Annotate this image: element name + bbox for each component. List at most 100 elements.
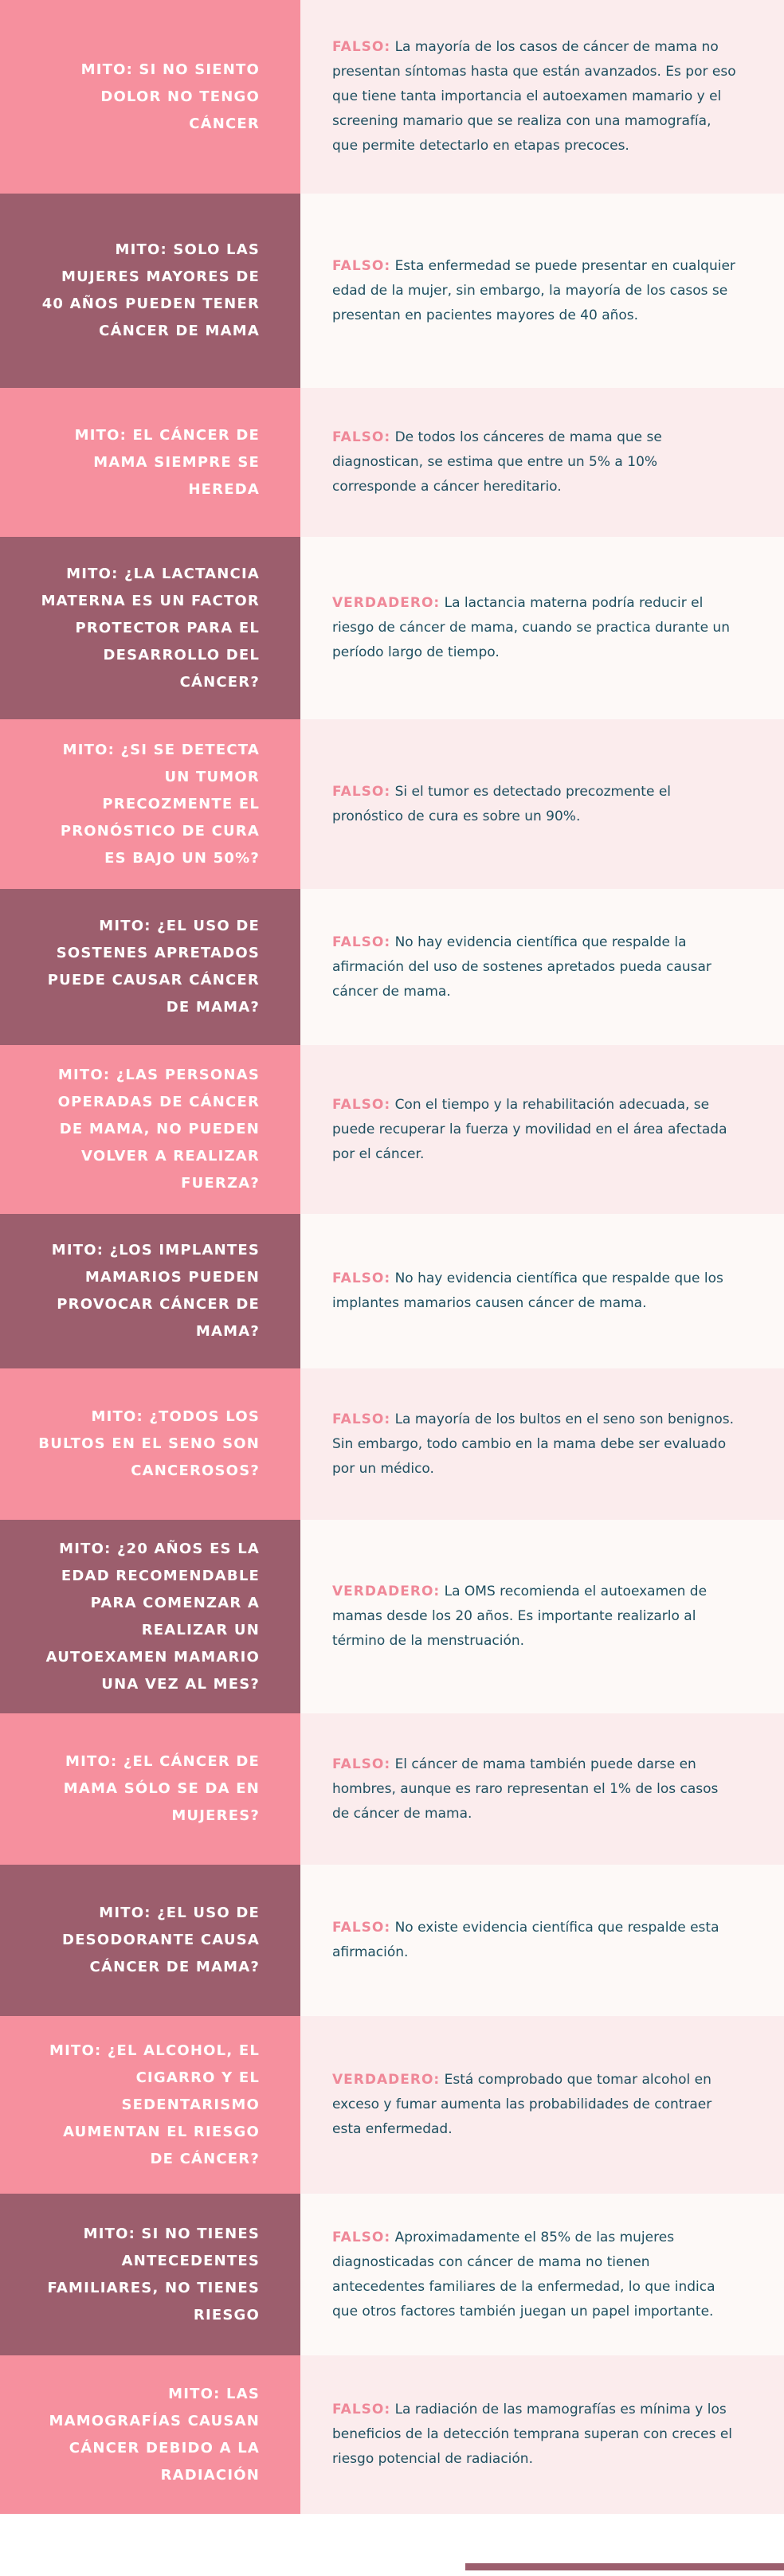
myth-row: MITO: ¿EL ALCOHOL, EL CIGARRO Y EL SEDEN… — [0, 2016, 784, 2194]
answer-label: FALSO: — [332, 1920, 391, 1936]
answer-paragraph: FALSO: No existe evidencia científica qu… — [332, 1916, 736, 1965]
answer-paragraph: FALSO: Esta enfermedad se puede presenta… — [332, 254, 736, 328]
answer-paragraph: FALSO: El cáncer de mama también puede d… — [332, 1752, 736, 1826]
answer-cell: FALSO: La mayoría de los casos de cáncer… — [300, 0, 784, 194]
answer-paragraph: FALSO: Si el tumor es detectado precozme… — [332, 780, 736, 829]
myth-cell: MITO: ¿LAS PERSONAS OPERADAS DE CÁNCER D… — [0, 1045, 300, 1214]
answer-text: Está comprobado que tomar alcohol en exc… — [332, 2072, 712, 2137]
myth-cell: MITO: ¿LA LACTANCIA MATERNA ES UN FACTOR… — [0, 537, 300, 719]
answer-label: VERDADERO: — [332, 2072, 441, 2088]
myth-text: MITO: EL CÁNCER DE MAMA SIEMPRE SE HERED… — [74, 426, 260, 498]
answer-text: El cáncer de mama también puede darse en… — [332, 1756, 719, 1822]
answer-paragraph: VERDADERO: La lactancia materna podría r… — [332, 591, 736, 665]
answer-cell: FALSO: La radiación de las mamografías e… — [300, 2355, 784, 2514]
myth-text: MITO: LAS MAMOGRAFÍAS CAUSAN CÁNCER DEBI… — [49, 2385, 260, 2484]
myth-row: MITO: LAS MAMOGRAFÍAS CAUSAN CÁNCER DEBI… — [0, 2355, 784, 2514]
answer-cell: FALSO: De todos los cánceres de mama que… — [300, 388, 784, 537]
myth-row: MITO: ¿LAS PERSONAS OPERADAS DE CÁNCER D… — [0, 1045, 784, 1214]
myth-cell: MITO: LAS MAMOGRAFÍAS CAUSAN CÁNCER DEBI… — [0, 2355, 300, 2514]
myth-cell: MITO: ¿EL USO DE SOSTENES APRETADOS PUED… — [0, 889, 300, 1045]
answer-cell: FALSO: No hay evidencia científica que r… — [300, 1214, 784, 1368]
answer-cell: FALSO: Aproximadamente el 85% de las muj… — [300, 2194, 784, 2355]
answer-cell: FALSO: No existe evidencia científica qu… — [300, 1865, 784, 2016]
answer-paragraph: FALSO: La mayoría de los casos de cáncer… — [332, 35, 736, 159]
answer-text: Esta enfermedad se puede presentar en cu… — [332, 257, 735, 323]
myth-row: MITO: SI NO SIENTO DOLOR NO TENGO CÁNCER… — [0, 0, 784, 194]
answer-paragraph: FALSO: La radiación de las mamografías e… — [332, 2398, 736, 2472]
answer-label: FALSO: — [332, 39, 391, 55]
myth-cell: MITO: ¿EL USO DE DESODORANTE CAUSA CÁNCE… — [0, 1865, 300, 2016]
answer-label: FALSO: — [332, 934, 391, 950]
myth-row: MITO: EL CÁNCER DE MAMA SIEMPRE SE HERED… — [0, 388, 784, 537]
myth-text: MITO: ¿EL CÁNCER DE MAMA SÓLO SE DA EN M… — [63, 1753, 260, 1824]
myth-text: MITO: SI NO SIENTO DOLOR NO TENGO CÁNCER — [80, 61, 260, 132]
answer-text: No hay evidencia científica que respalde… — [332, 1270, 723, 1311]
myth-text: MITO: ¿EL USO DE SOSTENES APRETADOS PUED… — [47, 918, 260, 1016]
answer-paragraph: FALSO: No hay evidencia científica que r… — [332, 930, 736, 1004]
myth-cell: MITO: SI NO SIENTO DOLOR NO TENGO CÁNCER — [0, 0, 300, 194]
myth-cell: MITO: SI NO TIENES ANTECEDENTES FAMILIAR… — [0, 2194, 300, 2355]
answer-paragraph: VERDADERO: La OMS recomienda el autoexam… — [332, 1580, 736, 1654]
myth-row: MITO: ¿LA LACTANCIA MATERNA ES UN FACTOR… — [0, 537, 784, 719]
myth-cell: MITO: ¿TODOS LOS BULTOS EN EL SENO SON C… — [0, 1368, 300, 1520]
myth-cell: MITO: ¿EL ALCOHOL, EL CIGARRO Y EL SEDEN… — [0, 2016, 300, 2194]
myth-row: MITO: ¿LOS IMPLANTES MAMARIOS PUEDEN PRO… — [0, 1214, 784, 1368]
answer-text: Aproximadamente el 85% de las mujeres di… — [332, 2229, 715, 2320]
myth-text: MITO: ¿EL USO DE DESODORANTE CAUSA CÁNCE… — [62, 1905, 260, 1975]
answer-text: No existe evidencia científica que respa… — [332, 1920, 719, 1960]
answer-cell: FALSO: No hay evidencia científica que r… — [300, 889, 784, 1045]
myth-cell: MITO: ¿EL CÁNCER DE MAMA SÓLO SE DA EN M… — [0, 1713, 300, 1865]
myth-cell: MITO: SOLO LAS MUJERES MAYORES DE 40 AÑO… — [0, 194, 300, 388]
answer-label: FALSO: — [332, 783, 391, 800]
myth-row: MITO: SOLO LAS MUJERES MAYORES DE 40 AÑO… — [0, 194, 784, 388]
answer-cell: FALSO: Si el tumor es detectado precozme… — [300, 719, 784, 889]
myth-list: MITO: SI NO SIENTO DOLOR NO TENGO CÁNCER… — [0, 0, 784, 2514]
answer-paragraph: FALSO: Aproximadamente el 85% de las muj… — [332, 2226, 736, 2324]
answer-paragraph: VERDADERO: Está comprobado que tomar alc… — [332, 2068, 736, 2142]
myth-text: MITO: ¿TODOS LOS BULTOS EN EL SENO SON C… — [38, 1408, 260, 1479]
answer-label: FALSO: — [332, 2402, 391, 2417]
answer-label: FALSO: — [332, 2229, 391, 2245]
myth-text: MITO: ¿LOS IMPLANTES MAMARIOS PUEDEN PRO… — [51, 1242, 260, 1340]
myth-text: MITO: ¿EL ALCOHOL, EL CIGARRO Y EL SEDEN… — [49, 2042, 260, 2167]
answer-cell: VERDADERO: La OMS recomienda el autoexam… — [300, 1520, 784, 1713]
answer-paragraph: FALSO: No hay evidencia científica que r… — [332, 1266, 736, 1316]
myth-row: MITO: ¿SI SE DETECTA UN TUMOR PRECOZMENT… — [0, 719, 784, 889]
myth-text: MITO: ¿20 AÑOS ES LA EDAD RECOMENDABLE P… — [45, 1540, 260, 1693]
answer-label: FALSO: — [332, 1096, 391, 1113]
answer-text: La OMS recomienda el autoexamen de mamas… — [332, 1584, 708, 1649]
answer-label: FALSO: — [332, 429, 391, 445]
answer-cell: VERDADERO: Está comprobado que tomar alc… — [300, 2016, 784, 2194]
answer-text: La mayoría de los casos de cáncer de mam… — [332, 39, 736, 154]
answer-cell: VERDADERO: La lactancia materna podría r… — [300, 537, 784, 719]
answer-text: Si el tumor es detectado precozmente el … — [332, 783, 672, 824]
answer-cell: FALSO: La mayoría de los bultos en el se… — [300, 1368, 784, 1520]
answer-paragraph: FALSO: La mayoría de los bultos en el se… — [332, 1407, 736, 1482]
answer-cell: FALSO: Con el tiempo y la rehabilitación… — [300, 1045, 784, 1214]
bottom-bar — [465, 2563, 784, 2570]
myth-row: MITO: ¿EL USO DE DESODORANTE CAUSA CÁNCE… — [0, 1865, 784, 2016]
answer-label: FALSO: — [332, 1270, 391, 1286]
myth-row: MITO: ¿TODOS LOS BULTOS EN EL SENO SON C… — [0, 1368, 784, 1520]
myth-text: MITO: ¿LA LACTANCIA MATERNA ES UN FACTOR… — [41, 565, 260, 691]
myth-cell: MITO: ¿20 AÑOS ES LA EDAD RECOMENDABLE P… — [0, 1520, 300, 1713]
myth-row: MITO: ¿EL CÁNCER DE MAMA SÓLO SE DA EN M… — [0, 1713, 784, 1865]
answer-cell: FALSO: El cáncer de mama también puede d… — [300, 1713, 784, 1865]
answer-label: VERDADERO: — [332, 1584, 441, 1599]
answer-text: La radiación de las mamografías es mínim… — [332, 2402, 733, 2467]
answer-text: Con el tiempo y la rehabilitación adecua… — [332, 1096, 727, 1162]
myth-row: MITO: ¿20 AÑOS ES LA EDAD RECOMENDABLE P… — [0, 1520, 784, 1713]
answer-label: FALSO: — [332, 257, 391, 274]
answer-paragraph: FALSO: De todos los cánceres de mama que… — [332, 425, 736, 499]
answer-text: No hay evidencia científica que respalde… — [332, 934, 711, 1000]
myth-cell: MITO: ¿LOS IMPLANTES MAMARIOS PUEDEN PRO… — [0, 1214, 300, 1368]
answer-label: VERDADERO: — [332, 595, 441, 611]
myth-cell: MITO: ¿SI SE DETECTA UN TUMOR PRECOZMENT… — [0, 719, 300, 889]
answer-label: FALSO: — [332, 1411, 391, 1427]
answer-cell: FALSO: Esta enfermedad se puede presenta… — [300, 194, 784, 388]
myth-text: MITO: SI NO TIENES ANTECEDENTES FAMILIAR… — [47, 2225, 260, 2323]
answer-label: FALSO: — [332, 1756, 391, 1772]
answer-text: De todos los cánceres de mama que se dia… — [332, 429, 662, 495]
answer-text: La lactancia materna podría reducir el r… — [332, 595, 730, 660]
